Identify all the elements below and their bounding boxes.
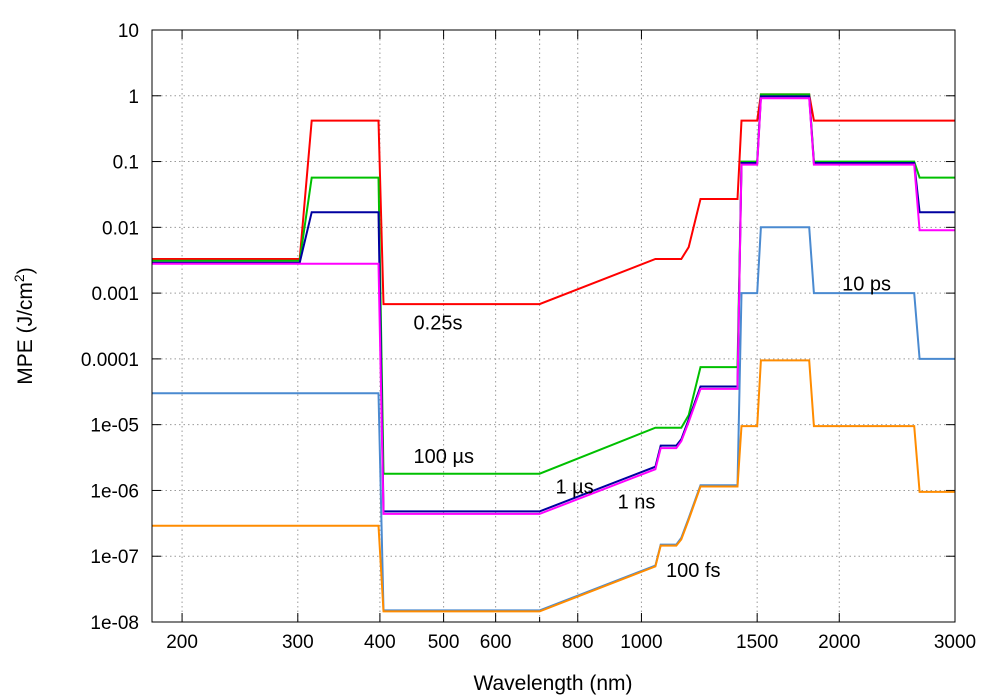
series-annotations: 0.25s 100 µs 1 µs 1 ns 100 fs 10 ps (414, 273, 892, 582)
x-tick-label: 200 (166, 632, 198, 653)
series-line-4 (152, 97, 955, 515)
tick-labels: 200 300 400 500 600 800 1000 1500 2000 3000 1e-08 1… (81, 21, 976, 653)
x-tick-label: 400 (364, 632, 396, 653)
series-annotation: 100 µs (414, 446, 474, 468)
series-line-3 (152, 95, 955, 513)
y-axis-title: MPE (J/cm2) (11, 267, 37, 384)
series-line-5 (152, 226, 955, 612)
y-tick-label: 10 (118, 21, 139, 42)
series-annotation: 1 ns (618, 492, 656, 514)
x-tick-label: 1000 (620, 632, 662, 653)
series-annotation: 10 ps (842, 273, 891, 295)
y-tick-label: 0.0001 (81, 350, 139, 371)
series-annotation: 1 µs (555, 476, 593, 498)
series-lines (152, 93, 955, 613)
x-tick-label: 800 (562, 632, 594, 653)
y-tick-label: 1e-07 (90, 547, 139, 568)
grid (152, 29, 956, 623)
series-annotation: 0.25s (414, 312, 463, 334)
y-tick-label: 0.001 (91, 284, 139, 305)
axis-ticks (152, 29, 956, 623)
series-annotation: 100 fs (666, 560, 720, 582)
y-tick-label: 1e-08 (90, 613, 139, 634)
x-axis-title: Wavelength (nm) (473, 672, 632, 695)
x-tick-label: 300 (282, 632, 314, 653)
plot-frame (151, 29, 956, 623)
y-tick-label: 0.01 (102, 218, 139, 239)
x-tick-label: 2000 (818, 632, 860, 653)
y-axis-title-tail: ) (14, 267, 37, 274)
y-tick-label: 1e-06 (90, 481, 139, 502)
series-line-6 (152, 359, 955, 613)
y-axis-title-sup: 2 (11, 274, 27, 282)
x-tick-label: 500 (428, 632, 460, 653)
x-tick-label: 600 (480, 632, 512, 653)
y-tick-label: 1 (128, 87, 139, 108)
x-tick-label: 1500 (736, 632, 778, 653)
y-tick-label: 1e-05 (90, 416, 139, 437)
y-axis-title-main: MPE (J/cm (14, 282, 37, 385)
x-tick-label: 3000 (934, 632, 976, 653)
series-line-2 (152, 93, 955, 475)
series-line-1 (152, 93, 955, 306)
y-tick-label: 0.1 (113, 153, 139, 174)
